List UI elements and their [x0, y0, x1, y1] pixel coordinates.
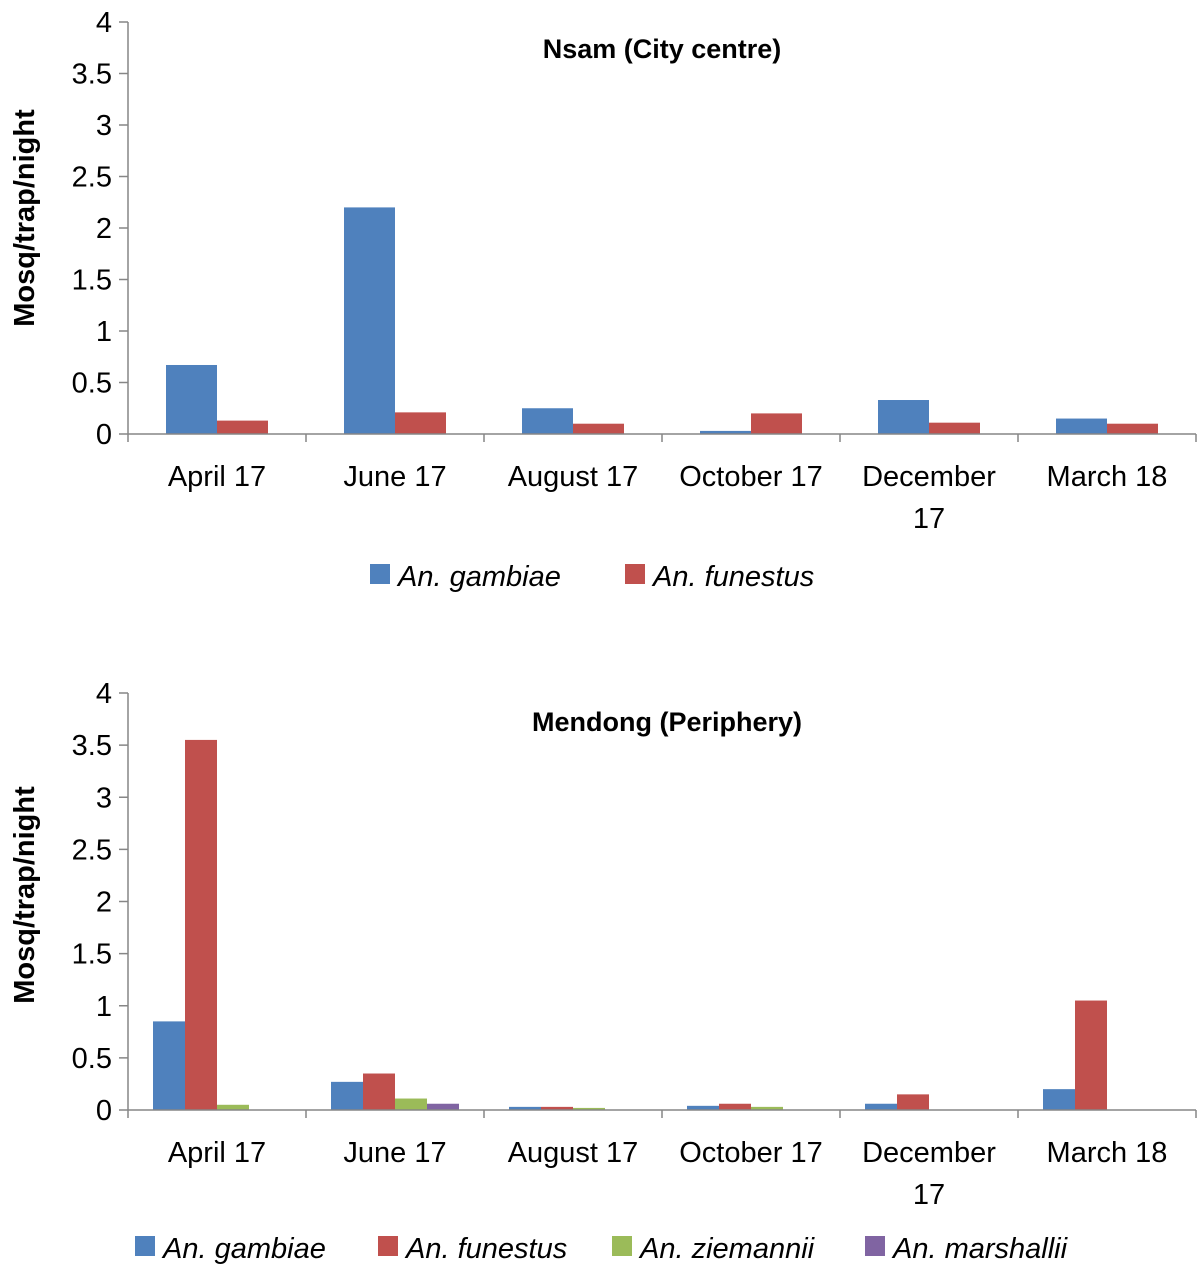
bar-an-ziemannii-june-17 [395, 1098, 427, 1110]
bars [153, 739, 1107, 1110]
bar-an-ziemannii-april-17 [217, 1104, 249, 1110]
legend-swatch-an-ziemannii [612, 1236, 632, 1256]
legend-label-an-ziemannii: An. ziemannii [638, 1233, 816, 1265]
y-tick-label: 2.5 [72, 834, 112, 866]
category-label: December [862, 461, 996, 493]
category-label: March 18 [1047, 1137, 1168, 1169]
category-label: April 17 [168, 1137, 266, 1169]
category-label: June 17 [343, 461, 446, 493]
y-tick-label: 2 [96, 213, 112, 245]
category-label: December [862, 1137, 996, 1169]
legend-label-an-gambiae: An. gambiae [396, 561, 561, 593]
bar-an-funestus-june-17 [363, 1073, 395, 1110]
bar-an-funestus-april-17 [217, 420, 268, 434]
legend-swatch-an-gambiae [370, 564, 390, 584]
bar-an-funestus-march-18 [1075, 1000, 1107, 1110]
y-tick-label: 4 [96, 678, 112, 710]
bar-an-marshallii-june-17 [427, 1103, 459, 1110]
category-label: August 17 [508, 461, 639, 493]
y-tick-label: 3.5 [72, 59, 112, 91]
legend: An. gambiae An. funestus An. ziemannii An. … [135, 1233, 1069, 1265]
axes [119, 21, 1197, 442]
bar-an-funestus-december-17 [897, 1094, 929, 1110]
y-tick-labels: 0 0.5 1 1.5 2 2.5 3 3.5 4 [72, 678, 112, 1127]
bar-an-gambiae-april-17 [153, 1021, 185, 1110]
bar-an-funestus-april-17 [185, 739, 217, 1110]
category-label: April 17 [168, 461, 266, 493]
y-tick-label: 2 [96, 887, 112, 919]
y-tick-label: 0 [96, 419, 112, 451]
bar-an-gambiae-april-17 [166, 364, 217, 434]
y-tick-label: 4 [96, 7, 112, 39]
bar-an-gambiae-october-17 [700, 430, 751, 434]
bar-an-gambiae-march-18 [1043, 1089, 1075, 1110]
category-label: 17 [913, 1179, 945, 1211]
category-label: June 17 [343, 1137, 446, 1169]
bar-an-funestus-august-17 [541, 1106, 573, 1110]
y-axis-label: Mosq/trap/night [9, 109, 41, 327]
bar-an-ziemannii-august-17 [573, 1107, 605, 1110]
legend-swatch-an-funestus [625, 564, 645, 584]
y-tick-label: 0.5 [72, 1043, 112, 1075]
y-axis-label: Mosq/trap/night [9, 786, 41, 1004]
y-tick-labels: 0 0.5 1 1.5 2 2.5 3 3.5 4 [72, 7, 112, 451]
legend-label-an-funestus: An. funestus [404, 1233, 567, 1265]
bar-an-funestus-august-17 [573, 423, 624, 434]
bars [166, 207, 1158, 434]
category-label: 17 [913, 503, 945, 535]
y-tick-label: 0.5 [72, 368, 112, 400]
bar-an-gambiae-june-17 [331, 1081, 363, 1110]
y-tick-label: 1.5 [72, 939, 112, 971]
bar-an-gambiae-october-17 [687, 1105, 719, 1110]
legend-swatch-an-marshallii [865, 1236, 885, 1256]
category-labels: April 17 June 17 August 17 October 17 Decemb… [168, 1137, 1168, 1211]
y-tick-label: 1.5 [72, 265, 112, 297]
bar-an-funestus-march-18 [1107, 423, 1158, 434]
chart-title: Mendong (Periphery) [532, 707, 802, 737]
y-tick-label: 3 [96, 782, 112, 814]
y-tick-label: 3 [96, 110, 112, 142]
bar-an-gambiae-august-17 [509, 1106, 541, 1110]
legend-swatch-an-gambiae [135, 1236, 155, 1256]
y-tick-label: 2.5 [72, 162, 112, 194]
bar-an-funestus-december-17 [929, 422, 980, 434]
legend-swatch-an-funestus [378, 1236, 398, 1256]
legend-label-an-marshallii: An. marshallii [891, 1233, 1069, 1265]
legend-label-an-funestus: An. funestus [651, 561, 814, 593]
category-labels: April 17 June 17 August 17 October 17 Decemb… [168, 461, 1168, 535]
chart-title: Nsam (City centre) [543, 34, 782, 64]
bar-an-funestus-october-17 [751, 413, 802, 434]
category-label: October 17 [679, 461, 822, 493]
y-tick-label: 3.5 [72, 730, 112, 762]
bar-an-funestus-june-17 [395, 412, 446, 434]
category-label: March 18 [1047, 461, 1168, 493]
bar-an-gambiae-december-17 [865, 1103, 897, 1110]
category-label: August 17 [508, 1137, 639, 1169]
category-label: October 17 [679, 1137, 822, 1169]
y-tick-label: 1 [96, 991, 112, 1023]
bar-an-ziemannii-october-17 [751, 1106, 783, 1110]
nsam-chart: Nsam (City centre) Mosq/trap/night 0 0.5 1… [9, 7, 1197, 593]
legend-label-an-gambiae: An. gambiae [161, 1233, 326, 1265]
bar-an-gambiae-december-17 [878, 400, 929, 434]
bar-an-gambiae-august-17 [522, 408, 573, 434]
mendong-chart: Mendong (Periphery) Mosq/trap/night 0 0.5… [9, 678, 1197, 1265]
bar-an-gambiae-june-17 [344, 207, 395, 434]
y-tick-label: 1 [96, 316, 112, 348]
y-tick-label: 0 [96, 1095, 112, 1127]
legend: An. gambiae An. funestus [370, 561, 814, 593]
bar-an-funestus-october-17 [719, 1103, 751, 1110]
axes [119, 692, 1197, 1118]
bar-an-gambiae-march-18 [1056, 418, 1107, 434]
